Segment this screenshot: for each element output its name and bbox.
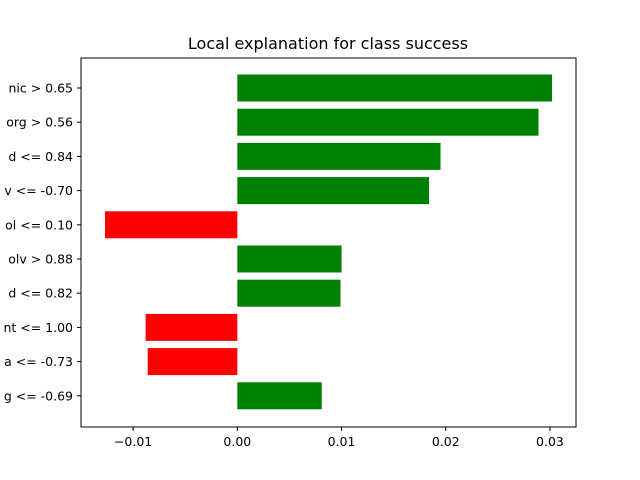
bar-9 (237, 382, 322, 410)
bar-7 (145, 313, 238, 341)
bar-6 (237, 279, 341, 307)
x-tick-label: 0.01 (328, 434, 356, 449)
bar-2 (237, 142, 441, 170)
bar-8 (147, 348, 238, 376)
y-tick-label: v <= -0.70 (4, 183, 73, 198)
bar-5 (237, 245, 342, 273)
y-tick-label: org > 0.56 (6, 115, 73, 130)
y-tick-label: nic > 0.65 (8, 81, 73, 96)
bar-3 (237, 177, 430, 205)
x-tick-label: 0.00 (223, 434, 251, 449)
plot-frame (80, 57, 577, 428)
bars-group (104, 74, 553, 410)
chart-title: Local explanation for class success (188, 34, 468, 53)
bar-0 (237, 74, 553, 102)
y-tick-label: olv > 0.88 (8, 252, 73, 267)
x-tick-label: −0.01 (114, 434, 152, 449)
x-tick-label: 0.02 (432, 434, 460, 449)
bar-4 (104, 211, 238, 239)
y-tick-label: ol <= 0.10 (5, 217, 73, 232)
y-tick-label: g <= -0.69 (4, 388, 73, 403)
x-tick-label: 0.03 (536, 434, 564, 449)
bar-1 (237, 108, 539, 136)
y-axis-ticks: nic > 0.65 org > 0.56 d <= 0.84 v <= -0.70 o… (3, 81, 81, 403)
y-tick-label: d <= 0.82 (8, 286, 73, 301)
y-tick-label: d <= 0.84 (8, 149, 73, 164)
x-axis-ticks: −0.01 0.00 0.01 0.02 0.03 (114, 427, 564, 449)
y-tick-label: nt <= 1.00 (3, 320, 73, 335)
y-tick-label: a <= -0.73 (4, 354, 73, 369)
